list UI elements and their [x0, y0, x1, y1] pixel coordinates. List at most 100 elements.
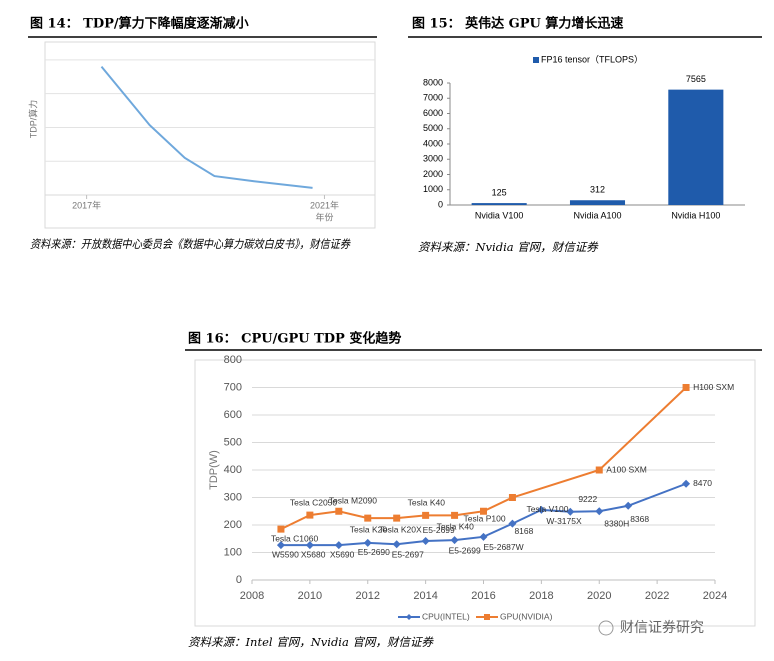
series-line: [280, 482, 687, 547]
point: [306, 511, 314, 519]
y-tick-label: 7000: [423, 93, 443, 103]
point: [277, 525, 285, 533]
series-line: [100, 66, 313, 189]
y-tick-label: 1000: [423, 184, 443, 194]
y-tick-label: 3000: [423, 154, 443, 164]
bar: [471, 203, 527, 205]
watermark-icon: [598, 620, 614, 636]
x-tick-label: 2016: [471, 590, 495, 602]
point-label: Tesla C1060: [271, 533, 319, 543]
legend-swatch: [533, 57, 539, 63]
value-label: 312: [590, 185, 605, 195]
y-tick-label: 4000: [423, 138, 443, 148]
y-tick-label: 6000: [423, 108, 443, 118]
point-label: E5-2690: [358, 547, 390, 557]
y-tick-label: 5000: [423, 123, 443, 133]
point-label: E5-2697: [392, 550, 424, 560]
point: [537, 505, 546, 514]
y-tick-label: 600: [224, 409, 242, 421]
x-axis-label: 年份: [315, 211, 333, 222]
point: [479, 532, 488, 541]
point: [624, 501, 633, 510]
x-tick-label: 2012: [356, 590, 380, 602]
source-note: 资料来源：Nvidia 官网，财信证券: [418, 240, 599, 254]
point-label: 8380H: [604, 519, 629, 529]
point-label: Tesla V100: [526, 504, 568, 514]
y-tick-label: 400: [224, 464, 242, 476]
legend-label: GPU(NVIDIA): [500, 611, 553, 621]
point: [334, 541, 343, 550]
y-tick-label: 8000: [423, 77, 443, 87]
x-tick-label: Nvidia H100: [671, 210, 720, 220]
watermark: 财信证券研究: [620, 620, 704, 636]
point-label: X5690: [330, 549, 355, 559]
point: [595, 507, 604, 516]
x-tick-label: 2020: [587, 590, 611, 602]
point-label: E5-2699: [449, 545, 481, 555]
point-label: E5-2687W: [484, 542, 524, 552]
point-label: Tesla K20: [350, 524, 388, 534]
point-label: 8368: [630, 514, 649, 524]
x-tick-label: Nvidia A100: [573, 210, 621, 220]
x-tick-label: 2024: [703, 590, 727, 602]
y-tick-label: 200: [224, 519, 242, 531]
point: [422, 511, 430, 519]
plot-frame: [194, 359, 756, 627]
y-tick-label: 800: [224, 354, 242, 366]
point-label: Tesla K40: [437, 522, 475, 532]
plot-frame: [44, 41, 376, 229]
x-tick-label: 2008: [240, 590, 264, 602]
y-axis-label: TDP/算力: [27, 100, 38, 139]
value-label: 125: [492, 187, 507, 197]
source-note: 资料来源：开放数据中心委员会《数据中心算力碳效白皮书》，财信证券: [30, 237, 351, 251]
point: [480, 507, 487, 515]
point-label: W5590: [272, 549, 299, 559]
figure-title: 图 16： CPU/GPU TDP 变化趋势: [188, 331, 401, 347]
value-label: 7565: [686, 74, 706, 84]
x-tick-label: 2017年: [72, 199, 101, 210]
bar: [668, 89, 724, 205]
point-label: Tesla K40: [408, 498, 446, 508]
point-label: H100 SXM: [693, 382, 734, 392]
point: [508, 519, 517, 528]
bar: [569, 200, 626, 205]
x-tick-label: 2018: [529, 590, 553, 602]
point-label: 8470: [693, 478, 712, 488]
y-tick-label: 100: [224, 546, 242, 558]
source-note: 资料来源：Intel 官网，Nvidia 官网，财信证券: [188, 635, 434, 649]
x-tick-label: 2022: [645, 590, 669, 602]
point: [508, 494, 516, 501]
legend-label: CPU(INTEL): [422, 611, 470, 621]
point: [451, 511, 459, 519]
point: [421, 536, 430, 545]
legend-marker: [406, 614, 412, 620]
point-label: W-3175X: [546, 516, 582, 526]
point-label: 8168: [514, 526, 533, 536]
point: [335, 507, 343, 515]
figure-title: 图 15： 英伟达 GPU 算力增长迅速: [412, 16, 623, 32]
y-tick-label: 2000: [423, 169, 443, 179]
legend-label: FP16 tensor（TFLOPS）: [541, 54, 643, 64]
point-label: X5680: [301, 549, 326, 559]
point-label: 9222: [578, 494, 597, 504]
point-label: E5-2699: [423, 525, 455, 535]
point: [682, 479, 691, 488]
y-tick-label: 500: [224, 436, 242, 448]
point: [393, 514, 401, 522]
y-tick-label: 700: [224, 381, 242, 393]
point: [276, 541, 285, 550]
point: [682, 384, 690, 391]
x-tick-label: 2010: [298, 590, 322, 602]
point-label: Tesla C2050: [290, 497, 338, 507]
point: [392, 540, 401, 549]
point-label: A100 SXM: [606, 464, 647, 474]
y-tick-label: 0: [236, 574, 242, 586]
x-tick-label: Nvidia V100: [475, 210, 524, 220]
y-axis-label: TDP(W): [208, 450, 220, 490]
point: [364, 514, 372, 522]
x-tick-label: 2021年: [310, 199, 339, 210]
point: [595, 466, 603, 474]
y-tick-label: 0: [438, 199, 443, 209]
point: [450, 536, 459, 545]
